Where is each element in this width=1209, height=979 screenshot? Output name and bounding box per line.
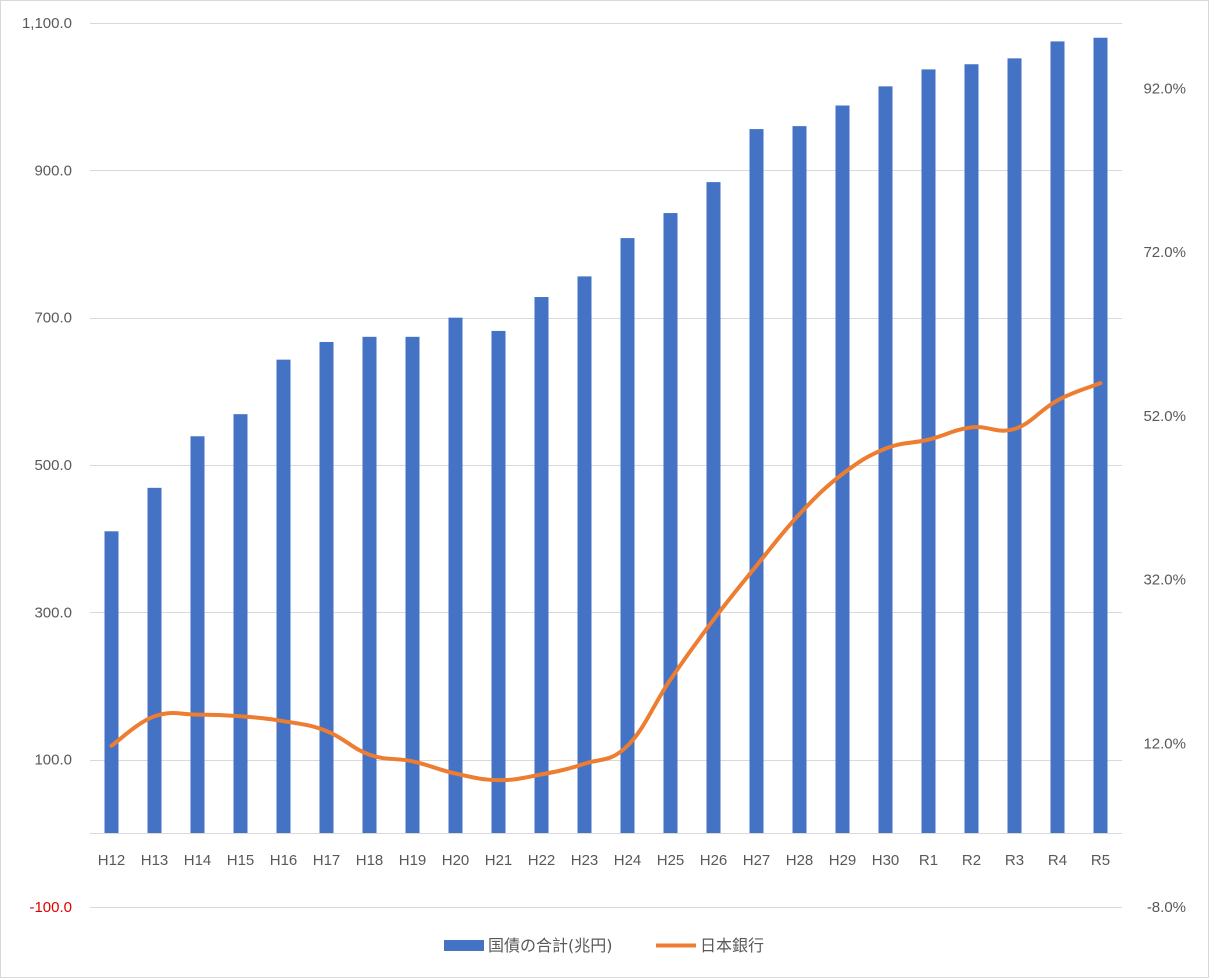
bar-H14 [190, 436, 205, 833]
right-tick-label-2: 32.0% [1143, 572, 1186, 589]
left-tick-label-0: -100.0 [29, 899, 72, 916]
x-tick-label-R4: R4 [1048, 852, 1067, 869]
right-tick-label-1: 12.0% [1143, 735, 1186, 752]
left-tick-label-1: 100.0 [34, 752, 72, 769]
bar-H20 [448, 317, 463, 834]
left-tick-label-2: 300.0 [34, 604, 72, 621]
bar-H22 [534, 297, 549, 833]
bar-H29 [835, 105, 850, 834]
legend-label-line: 日本銀行 [700, 936, 764, 955]
bar-R5 [1093, 37, 1108, 833]
x-tick-label-H16: H16 [270, 852, 298, 869]
gridlines [90, 23, 1122, 908]
left-tick-label-5: 900.0 [34, 162, 72, 179]
x-tick-label-H18: H18 [356, 852, 384, 869]
bar-series [104, 37, 1108, 834]
x-tick-label-H15: H15 [227, 852, 255, 869]
line-series [109, 381, 1103, 783]
x-tick-label-H26: H26 [700, 852, 728, 869]
x-tick-label-H29: H29 [829, 852, 857, 869]
bar-H19 [405, 336, 420, 833]
legend-swatch-bar [444, 940, 484, 951]
x-tick-label-H13: H13 [141, 852, 169, 869]
left-tick-label-4: 700.0 [34, 310, 72, 327]
x-tick-label-H24: H24 [614, 852, 642, 869]
x-tick-label-H25: H25 [657, 852, 685, 869]
x-tick-label-H20: H20 [442, 852, 470, 869]
x-axis-ticks: H12 H13 H14 H15 H16 H17 H18 H19 H20 H21 H22 H23 H24 H… [98, 852, 1110, 869]
bar-H28 [792, 126, 807, 834]
x-tick-label-H12: H12 [98, 852, 126, 869]
right-tick-label-4: 72.0% [1143, 244, 1186, 261]
line-nichigin [109, 381, 1103, 783]
x-tick-label-H21: H21 [485, 852, 513, 869]
bar-H18 [362, 336, 377, 833]
x-tick-label-H22: H22 [528, 852, 556, 869]
x-tick-label-H17: H17 [313, 852, 341, 869]
bar-H26 [706, 182, 721, 833]
right-axis-ticks: -8.0% 12.0% 32.0% 52.0% 72.0% 92.0% [1143, 80, 1186, 916]
x-tick-label-R1: R1 [919, 852, 938, 869]
bar-H12 [104, 531, 119, 833]
bar-H13 [147, 487, 162, 833]
bar-H21 [491, 330, 506, 833]
left-tick-label-6: 1,100.0 [22, 15, 72, 32]
right-tick-label-0: -8.0% [1147, 899, 1186, 916]
bar-R2 [964, 64, 979, 833]
bar-H16 [276, 359, 291, 833]
x-tick-label-R5: R5 [1091, 852, 1110, 869]
left-tick-label-3: 500.0 [34, 457, 72, 474]
bar-H27 [749, 129, 764, 833]
x-tick-label-R3: R3 [1005, 852, 1024, 869]
bar-H25 [663, 213, 678, 833]
bar-R4 [1050, 41, 1065, 833]
x-tick-label-H14: H14 [184, 852, 212, 869]
x-tick-label-H30: H30 [872, 852, 900, 869]
bar-R3 [1007, 58, 1022, 834]
right-tick-label-3: 52.0% [1143, 408, 1186, 425]
bar-H15 [233, 414, 248, 833]
legend-label-bar: 国債の合計(兆円) [488, 936, 613, 955]
x-tick-label-R2: R2 [962, 852, 981, 869]
right-tick-label-5: 92.0% [1143, 80, 1186, 97]
x-tick-label-H28: H28 [786, 852, 814, 869]
bar-H24 [620, 238, 635, 833]
bar-H23 [577, 276, 592, 833]
legend: 国債の合計(兆円) 日本銀行 [444, 936, 764, 955]
bar-H17 [319, 341, 334, 833]
x-tick-label-H27: H27 [743, 852, 771, 869]
left-axis-ticks: -100.0 100.0 300.0 500.0 700.0 900.0 1,100.0 [22, 15, 72, 916]
x-tick-label-H23: H23 [571, 852, 599, 869]
bar-H30 [878, 86, 893, 833]
bar-R1 [921, 69, 936, 833]
x-tick-label-H19: H19 [399, 852, 427, 869]
